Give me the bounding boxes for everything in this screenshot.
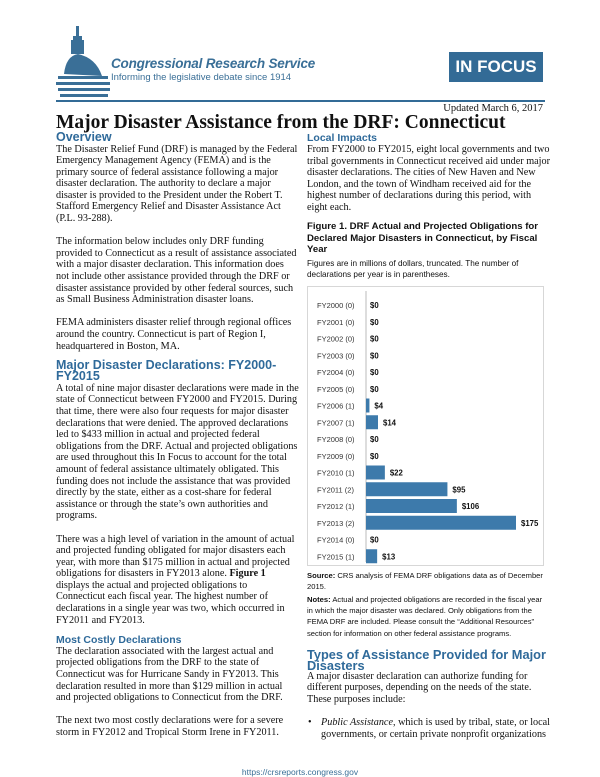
category-label: FY2006 (1) (317, 401, 355, 410)
data-label: $95 (452, 485, 466, 494)
text: , which is used by tribal, state, or loc… (321, 717, 550, 740)
category-label: FY2013 (2) (317, 518, 355, 527)
header-divider (56, 100, 545, 102)
category-label: FY2003 (0) (317, 351, 355, 360)
data-label: $13 (382, 552, 396, 561)
left-column: Overview The Disaster Relief Fund (DRF) … (56, 130, 299, 750)
source-text: CRS analysis of FEMA DRF obligations dat… (307, 570, 543, 591)
types-paragraph: A major disaster declaration can authori… (307, 670, 532, 706)
overview-paragraph: The information below includes only DRF … (56, 236, 297, 306)
overview-paragraph: The Disaster Relief Fund (DRF) is manage… (56, 143, 298, 225)
category-label: FY2011 (2) (317, 485, 354, 494)
data-label: $0 (370, 435, 379, 444)
in-focus-badge: IN FOCUS (449, 52, 543, 82)
category-label: FY2005 (0) (317, 384, 355, 393)
category-label: FY2014 (0) (317, 535, 355, 544)
data-label: $22 (390, 468, 404, 477)
org-name: Congressional Research Service (111, 56, 316, 71)
category-label: FY2001 (0) (317, 317, 355, 326)
bar (366, 548, 378, 563)
category-label: FY2000 (0) (317, 301, 355, 310)
category-label: FY2004 (0) (317, 368, 355, 377)
figure-subtitle: Figures are in millions of dollars, trun… (307, 258, 519, 280)
org-tagline: Informing the legislative debate since 1… (111, 72, 292, 83)
data-label: $106 (462, 502, 480, 511)
term: Public Assistance (321, 717, 393, 729)
declarations-paragraph: There was a high level of variation in t… (56, 534, 299, 627)
page-title: Major Disaster Assistance from the DRF: … (56, 112, 506, 133)
costly-heading: Most Costly Declarations (56, 633, 182, 646)
overview-heading: Overview (56, 130, 112, 144)
costly-paragraph: The declaration associated with the larg… (56, 645, 283, 704)
local-impacts-paragraph: From FY2000 to FY2015, eight local gover… (307, 144, 551, 213)
bar (366, 465, 385, 480)
data-label: $0 (370, 334, 379, 343)
text: There was a high level of variation in t… (56, 533, 295, 580)
overview-paragraph: FEMA administers disaster relief through… (56, 317, 292, 352)
data-label: $0 (370, 317, 379, 326)
bar (366, 481, 448, 496)
updated-date: Updated March 6, 2017 (443, 103, 543, 114)
source-label: Source: (307, 570, 336, 580)
category-label: FY2008 (0) (317, 435, 355, 444)
category-label: FY2010 (1) (317, 468, 355, 477)
costly-paragraph: The next two most costly declarations we… (56, 715, 284, 738)
bar (366, 515, 516, 530)
bar (366, 498, 457, 513)
data-label: $4 (374, 401, 383, 410)
right-column: Local Impacts From FY2000 to FY2015, eig… (307, 132, 550, 740)
text: displays the actual and projected obliga… (56, 579, 285, 626)
obligations-bar-chart: FY2000 (0) $0 FY2001 (0) $0 FY2002 (0) $0 FY20… (307, 285, 544, 566)
data-label: $0 (370, 351, 379, 360)
figure-reference: Figure 1 (229, 568, 266, 580)
data-label: $175 (521, 518, 539, 527)
figure-notes: Notes: Actual and projected obligations … (307, 594, 550, 639)
data-label: $0 (370, 451, 379, 460)
data-label: $14 (383, 418, 397, 427)
bar (366, 398, 370, 413)
data-label: $0 (370, 384, 379, 393)
list-item: Public Assistance, which is used by trib… (307, 717, 550, 740)
local-impacts-heading: Local Impacts (307, 132, 378, 144)
types-heading: Types of Assistance Provided for Major D… (307, 646, 546, 673)
bar (366, 414, 378, 429)
data-label: $0 (370, 301, 379, 310)
assistance-list: Public Assistance, which is used by trib… (307, 717, 550, 740)
figure-title: Figure 1. DRF Actual and Projected Oblig… (307, 221, 538, 256)
chart-canvas: FY2000 (0) $0 FY2001 (0) $0 FY2002 (0) $0 FY20… (317, 290, 539, 563)
crs-capitol-logo (56, 26, 110, 97)
footer-link[interactable]: https://crsreports.congress.gov (241, 767, 359, 777)
notes-text: Actual and projected obligations are rec… (307, 595, 543, 638)
category-label: FY2007 (1) (317, 418, 355, 427)
declarations-heading: Major Disaster Declarations: FY2000-FY20… (56, 357, 277, 384)
declarations-paragraph: A total of nine major disaster declarati… (56, 382, 299, 522)
data-label: $0 (370, 535, 379, 544)
category-label: FY2009 (0) (317, 451, 355, 460)
notes-label: Notes: (307, 595, 331, 605)
category-label: FY2012 (1) (317, 502, 355, 511)
category-label: FY2002 (0) (317, 334, 355, 343)
data-label: $0 (370, 368, 379, 377)
category-label: FY2015 (1) (317, 552, 355, 561)
figure-source: Source: CRS analysis of FEMA DRF obligat… (307, 570, 550, 592)
